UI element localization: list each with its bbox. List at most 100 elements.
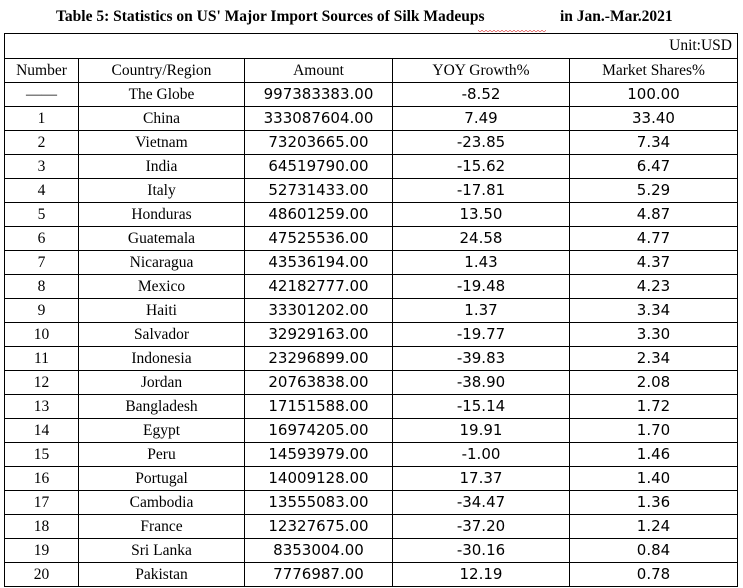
- cell-market-share: 1.40: [569, 466, 738, 491]
- cell-country: Guatemala: [78, 226, 245, 251]
- cell-country: Mexico: [78, 274, 245, 299]
- unit-label: Unit:USD: [4, 33, 738, 59]
- table-row: —— The Globe 997383383.00 -8.52 100.00: [4, 82, 738, 107]
- cell-country: The Globe: [78, 82, 245, 107]
- cell-amount: 64519790.00: [244, 154, 393, 179]
- cell-yoy-growth: 12.19: [392, 562, 570, 587]
- cell-country: Vietnam: [78, 130, 245, 155]
- cell-number: ——: [4, 82, 79, 107]
- header-country: Country/Region: [78, 58, 245, 83]
- cell-number: 12: [4, 370, 79, 395]
- cell-amount: 33301202.00: [244, 298, 393, 323]
- cell-amount: 48601259.00: [244, 202, 393, 227]
- cell-number: 20: [4, 562, 79, 587]
- cell-number: 6: [4, 226, 79, 251]
- cell-amount: 12327675.00: [244, 514, 393, 539]
- cell-number: 17: [4, 490, 79, 515]
- cell-yoy-growth: -39.83: [392, 346, 570, 371]
- cell-country: France: [78, 514, 245, 539]
- cell-market-share: 1.70: [569, 418, 738, 443]
- cell-yoy-growth: -17.81: [392, 178, 570, 203]
- cell-market-share: 4.77: [569, 226, 738, 251]
- cell-country: Honduras: [78, 202, 245, 227]
- cell-market-share: 1.72: [569, 394, 738, 419]
- cell-market-share: 7.34: [569, 130, 738, 155]
- cell-market-share: 4.37: [569, 250, 738, 275]
- cell-country: Portugal: [78, 466, 245, 491]
- cell-number: 8: [4, 274, 79, 299]
- table-row: 14 Egypt 16974205.00 19.91 1.70: [4, 418, 738, 443]
- cell-yoy-growth: -34.47: [392, 490, 570, 515]
- cell-market-share: 0.78: [569, 562, 738, 587]
- table-row: 18 France 12327675.00 -37.20 1.24: [4, 514, 738, 539]
- cell-yoy-growth: 19.91: [392, 418, 570, 443]
- cell-amount: 73203665.00: [244, 130, 393, 155]
- table-row: 8 Mexico 42182777.00 -19.48 4.23: [4, 274, 738, 299]
- cell-amount: 14593979.00: [244, 442, 393, 467]
- table-row: 12 Jordan 20763838.00 -38.90 2.08: [4, 370, 738, 395]
- cell-amount: 42182777.00: [244, 274, 393, 299]
- cell-yoy-growth: 13.50: [392, 202, 570, 227]
- cell-country: Jordan: [78, 370, 245, 395]
- cell-country: Egypt: [78, 418, 245, 443]
- table-row: 17 Cambodia 13555083.00 -34.47 1.36: [4, 490, 738, 515]
- cell-number: 18: [4, 514, 79, 539]
- table-row: 16 Portugal 14009128.00 17.37 1.40: [4, 466, 738, 491]
- cell-amount: 23296899.00: [244, 346, 393, 371]
- cell-yoy-growth: -23.85: [392, 130, 570, 155]
- cell-market-share: 4.87: [569, 202, 738, 227]
- cell-number: 15: [4, 442, 79, 467]
- cell-amount: 7776987.00: [244, 562, 393, 587]
- cell-yoy-growth: 1.37: [392, 298, 570, 323]
- cell-market-share: 100.00: [569, 82, 738, 107]
- cell-number: 1: [4, 106, 79, 131]
- cell-amount: 14009128.00: [244, 466, 393, 491]
- table-row: 10 Salvador 32929163.00 -19.77 3.30: [4, 322, 738, 347]
- cell-market-share: 1.46: [569, 442, 738, 467]
- cell-amount: 16974205.00: [244, 418, 393, 443]
- cell-yoy-growth: -19.48: [392, 274, 570, 299]
- cell-amount: 20763838.00: [244, 370, 393, 395]
- table-row: 7 Nicaragua 43536194.00 1.43 4.37: [4, 250, 738, 275]
- cell-country: India: [78, 154, 245, 179]
- cell-amount: 997383383.00: [244, 82, 393, 107]
- table-row: 4 Italy 52731433.00 -17.81 5.29: [4, 178, 738, 203]
- cell-yoy-growth: -30.16: [392, 538, 570, 563]
- cell-yoy-growth: -19.77: [392, 322, 570, 347]
- cell-amount: 17151588.00: [244, 394, 393, 419]
- cell-market-share: 0.84: [569, 538, 738, 563]
- header-yoy-growth: YOY Growth%: [392, 58, 570, 83]
- cell-number: 14: [4, 418, 79, 443]
- cell-number: 4: [4, 178, 79, 203]
- cell-amount: 52731433.00: [244, 178, 393, 203]
- header-row: Number Country/Region Amount YOY Growth%…: [4, 58, 738, 83]
- cell-yoy-growth: -37.20: [392, 514, 570, 539]
- table-row: 2 Vietnam 73203665.00 -23.85 7.34: [4, 130, 738, 155]
- table-row: 5 Honduras 48601259.00 13.50 4.87: [4, 202, 738, 227]
- cell-yoy-growth: 7.49: [392, 106, 570, 131]
- cell-market-share: 1.24: [569, 514, 738, 539]
- cell-country: China: [78, 106, 245, 131]
- cell-number: 13: [4, 394, 79, 419]
- cell-market-share: 1.36: [569, 490, 738, 515]
- cell-amount: 333087604.00: [244, 106, 393, 131]
- cell-country: Indonesia: [78, 346, 245, 371]
- cell-yoy-growth: 24.58: [392, 226, 570, 251]
- table-title: Table 5: Statistics on US' Major Import …: [0, 8, 743, 30]
- cell-amount: 13555083.00: [244, 490, 393, 515]
- unit-row: Unit:USD: [4, 33, 738, 59]
- cell-number: 16: [4, 466, 79, 491]
- cell-yoy-growth: -1.00: [392, 442, 570, 467]
- cell-country: Sri Lanka: [78, 538, 245, 563]
- cell-market-share: 6.47: [569, 154, 738, 179]
- cell-amount: 47525536.00: [244, 226, 393, 251]
- cell-number: 5: [4, 202, 79, 227]
- cell-yoy-growth: -8.52: [392, 82, 570, 107]
- cell-market-share: 2.08: [569, 370, 738, 395]
- cell-yoy-growth: -38.90: [392, 370, 570, 395]
- cell-country: Salvador: [78, 322, 245, 347]
- cell-market-share: 2.34: [569, 346, 738, 371]
- table-title-period: in Jan.-Mar.2021: [560, 8, 673, 25]
- cell-number: 2: [4, 130, 79, 155]
- header-amount: Amount: [244, 58, 393, 83]
